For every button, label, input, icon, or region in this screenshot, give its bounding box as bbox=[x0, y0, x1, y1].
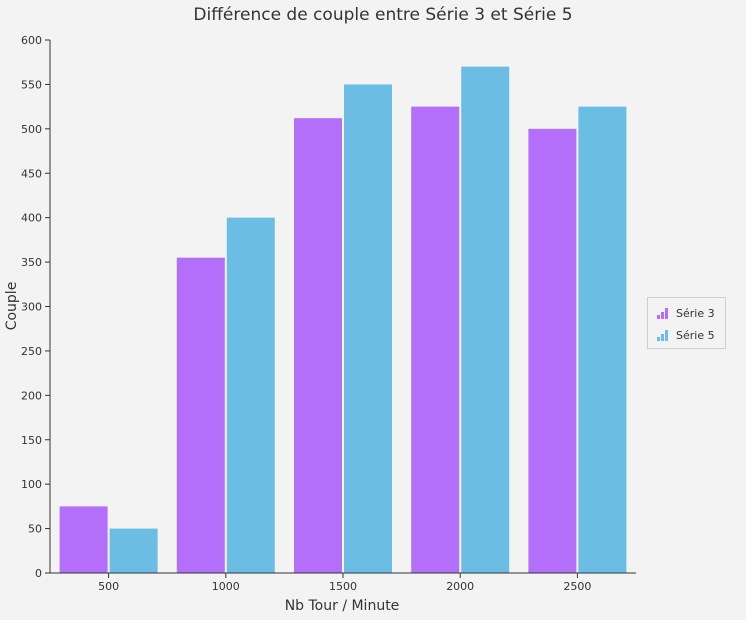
bar-serie-3-2500[interactable] bbox=[528, 128, 577, 574]
y-tick-label: 250 bbox=[21, 345, 42, 358]
y-tick-label: 100 bbox=[21, 478, 42, 491]
x-tick-label: 2500 bbox=[563, 580, 591, 593]
y-tick-label: 400 bbox=[21, 212, 42, 225]
y-tick-label: 150 bbox=[21, 434, 42, 447]
bar-serie-5-1000[interactable] bbox=[226, 217, 275, 573]
legend-item-serie-5[interactable]: Série 5 bbox=[657, 327, 715, 343]
y-tick-label: 450 bbox=[21, 167, 42, 180]
bar-serie-3-1500[interactable] bbox=[294, 118, 342, 573]
x-axis-ticks: 500 1000 1500 2000 2500 bbox=[98, 573, 591, 593]
legend-item-serie-3[interactable]: Série 3 bbox=[657, 305, 715, 321]
y-tick-label: 200 bbox=[21, 389, 42, 402]
bars-group bbox=[59, 66, 627, 574]
bar-chart-icon bbox=[657, 329, 668, 341]
bar-serie-5-2000[interactable] bbox=[461, 66, 510, 574]
legend-label: Série 5 bbox=[676, 328, 715, 342]
chart-title: Différence de couple entre Série 3 et Sé… bbox=[193, 5, 572, 25]
x-tick-label: 1500 bbox=[329, 580, 357, 593]
bar-serie-5-2500[interactable] bbox=[578, 106, 627, 573]
bar-chart-icon bbox=[657, 307, 668, 319]
bar-serie-5-500[interactable] bbox=[109, 528, 158, 573]
legend-label: Série 3 bbox=[676, 306, 715, 320]
y-tick-label: 600 bbox=[21, 34, 42, 47]
y-tick-label: 300 bbox=[21, 301, 42, 314]
x-axis-title: Nb Tour / Minute bbox=[285, 598, 400, 614]
bar-serie-3-1000[interactable] bbox=[176, 257, 225, 573]
x-tick-label: 2000 bbox=[446, 580, 474, 593]
x-tick-label: 500 bbox=[98, 580, 119, 593]
legend: Série 3 Série 5 bbox=[647, 297, 726, 349]
bar-serie-5-1500[interactable] bbox=[344, 84, 392, 574]
y-tick-label: 0 bbox=[35, 567, 42, 580]
bar-serie-3-2000[interactable] bbox=[411, 106, 460, 573]
y-tick-label: 550 bbox=[21, 78, 42, 91]
x-tick-label: 1000 bbox=[212, 580, 240, 593]
y-axis-title: Couple bbox=[4, 282, 20, 331]
bar-serie-3-500[interactable] bbox=[59, 506, 108, 573]
y-axis-ticks: 0 50 100 150 200 250 300 350 400 450 500 550 600 bbox=[21, 34, 50, 580]
y-tick-label: 350 bbox=[21, 256, 42, 269]
y-tick-label: 500 bbox=[21, 123, 42, 136]
y-tick-label: 50 bbox=[28, 523, 42, 536]
